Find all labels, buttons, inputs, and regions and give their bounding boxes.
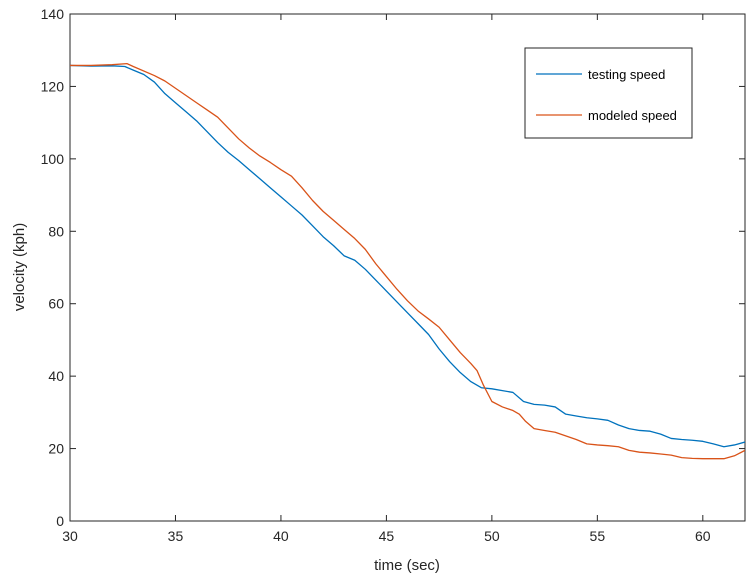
- y-tick-label: 0: [56, 513, 64, 529]
- axis-ticks: 30 35 40 45 50 55 60 0 20 40 60 80 100 120 140: [41, 6, 745, 544]
- y-tick-label: 100: [41, 151, 65, 167]
- series-lines: [70, 62, 745, 460]
- x-tick-label: 50: [484, 528, 500, 544]
- y-tick-label: 60: [48, 296, 64, 312]
- x-tick-label: 30: [62, 528, 78, 544]
- x-tick-label: 45: [379, 528, 395, 544]
- legend: testing speed modeled speed: [524, 47, 693, 139]
- y-tick-label: 20: [48, 441, 64, 457]
- x-tick-label: 40: [273, 528, 289, 544]
- y-tick-label: 40: [48, 368, 64, 384]
- legend-label-2: modeled speed: [588, 108, 677, 123]
- x-axis-label: time (sec): [374, 557, 440, 574]
- series-line-1: [70, 64, 745, 448]
- series-line-2: [70, 62, 745, 460]
- x-tick-label: 55: [590, 528, 606, 544]
- y-tick-label: 120: [41, 78, 65, 94]
- x-tick-label: 60: [695, 528, 711, 544]
- y-tick-label: 80: [48, 223, 64, 239]
- y-tick-label: 140: [41, 6, 65, 22]
- y-axis-label: velocity (kph): [11, 223, 28, 311]
- legend-label-1: testing speed: [588, 67, 665, 82]
- x-tick-label: 35: [168, 528, 184, 544]
- legend-box: [524, 47, 693, 139]
